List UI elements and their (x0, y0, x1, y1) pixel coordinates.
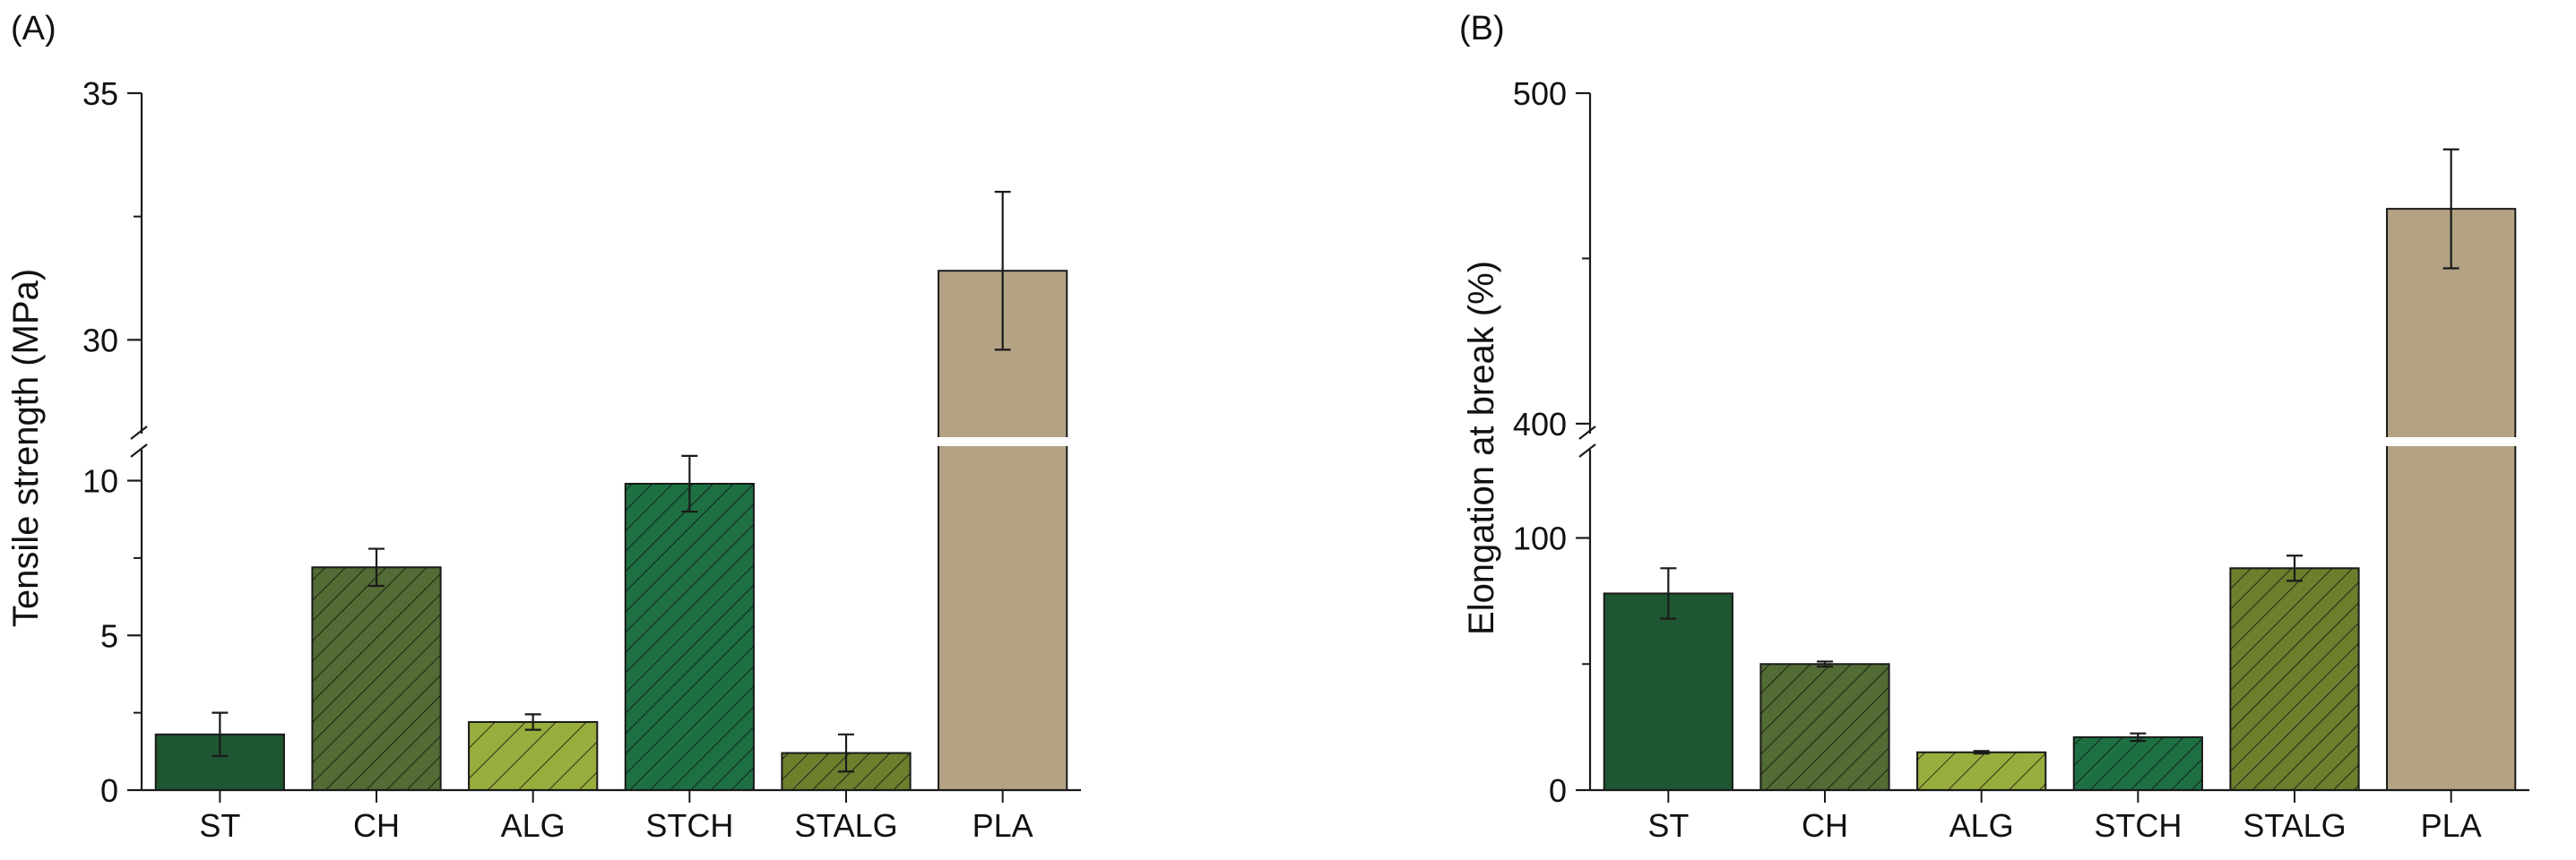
x-tick-label-pla: PLA (972, 807, 1033, 844)
x-tick-label-alg: ALG (501, 807, 566, 844)
error-bars-layer (212, 191, 1011, 773)
x-tick-label-pla: PLA (2421, 807, 2482, 844)
bars-layer (154, 270, 1070, 792)
y-tick-label: 5 (100, 617, 118, 654)
y-axis-title: Elongation at break (%) (1462, 261, 1501, 635)
bar-hatch-alg (1917, 752, 2046, 790)
axis-break-mark-upper (130, 426, 148, 440)
y-tick-label: 0 (100, 772, 118, 809)
panel-label: (A) (11, 10, 56, 47)
y-tick-label: 35 (82, 75, 118, 112)
y-tick-label: 500 (1513, 75, 1567, 112)
x-tick-label-stalg: STALG (794, 807, 897, 844)
bar-hatch-ch (1760, 664, 1889, 790)
x-tick-label-ch: CH (1802, 807, 1848, 844)
bar-hatch-ch (312, 567, 441, 790)
bar-hatch-stch (2073, 736, 2202, 790)
x-tick-label-stch: STCH (2094, 807, 2182, 844)
bar-pla (2386, 208, 2517, 791)
bar-break-gap-pla (2384, 437, 2519, 446)
y-tick-label: 30 (82, 322, 118, 358)
bar-hatch-stalg (2230, 568, 2359, 790)
error-bars-layer (1660, 148, 2459, 755)
x-tick-label-stalg: STALG (2243, 807, 2346, 844)
bar-break-gap-pla (936, 437, 1070, 446)
y-tick-label: 10 (82, 463, 118, 500)
y-tick-label: 400 (1513, 406, 1567, 443)
bar-st (1603, 592, 1733, 792)
panel-elongation-at-break: (B) Elongation at break (%) ST CH ALG STCH S… (1459, 10, 2529, 844)
bar-hatch-alg (469, 722, 598, 790)
axis-break-mark-lower (1578, 443, 1596, 458)
x-tick-label-ch: CH (353, 807, 400, 844)
axis-break-mark-lower (130, 443, 148, 458)
axis-break-mark-upper (1578, 426, 1596, 440)
bars-layer (1603, 208, 2519, 792)
x-tick-label-alg: ALG (1949, 807, 2014, 844)
y-axis-title: Tensile strength (MPa) (6, 269, 46, 627)
bar-hatch-stch (625, 484, 754, 790)
y-tick-label: 0 (1549, 772, 1567, 809)
panel-tensile-strength: (A) Tensile strength (MPa) ST CH ALG STCH ST… (6, 10, 1081, 844)
x-tick-label-st: ST (1647, 807, 1689, 844)
panel-label: (B) (1459, 10, 1505, 47)
x-tick-label-st: ST (199, 807, 240, 844)
x-tick-label-stch: STCH (645, 807, 733, 844)
y-tick-label: 100 (1513, 520, 1567, 557)
